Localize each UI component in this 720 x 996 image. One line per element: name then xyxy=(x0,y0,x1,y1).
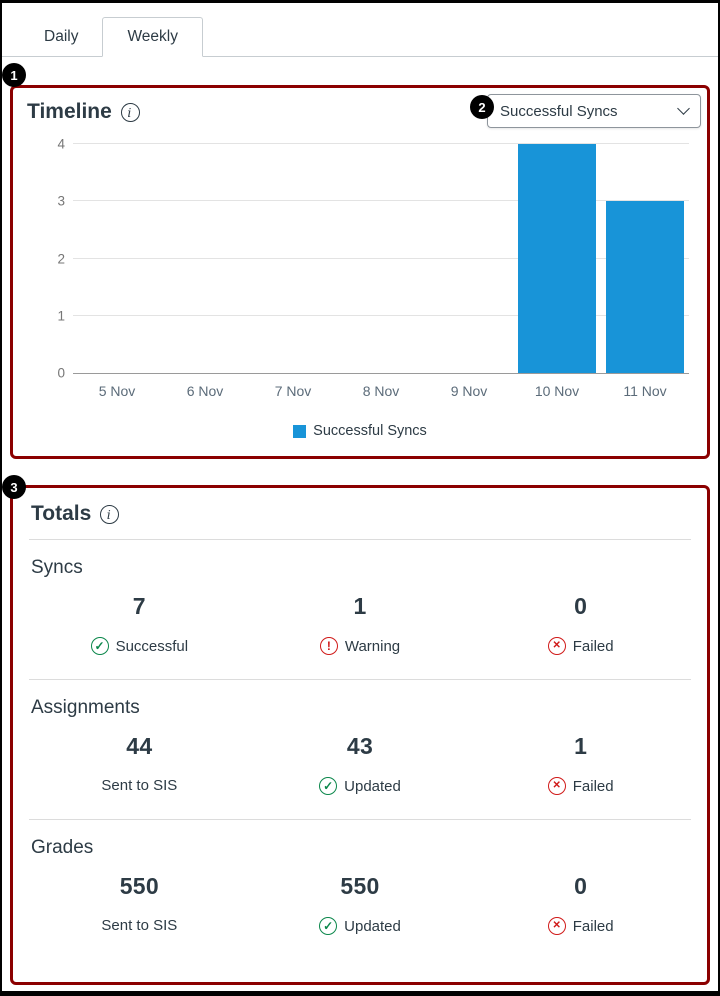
callout-badge-3: 3 xyxy=(2,475,26,499)
x-circle-icon xyxy=(547,637,566,655)
x-axis-label: 7 Nov xyxy=(274,383,312,399)
x-axis-label: 6 Nov xyxy=(186,383,224,399)
totals-group-grades: Grades 550 Sent to SIS 550 Updated 0 xyxy=(29,820,691,959)
stat-value: 1 xyxy=(353,593,367,619)
stats-row: 44 Sent to SIS 43 Updated 1 Failed xyxy=(29,733,691,795)
stat-value: 0 xyxy=(574,593,588,619)
stat-label: Sent to SIS xyxy=(101,917,178,934)
timeline-header: Timeline i xyxy=(27,100,693,124)
legend-swatch xyxy=(293,424,307,438)
stat-label: Sent to SIS xyxy=(101,777,178,794)
x-circle-icon xyxy=(547,777,566,795)
chart-bar-11-nov xyxy=(606,201,684,373)
stat-value: 43 xyxy=(346,733,374,759)
x-axis-label: 9 Nov xyxy=(450,383,488,399)
info-icon[interactable]: i xyxy=(100,504,120,524)
y-axis-tick-label: 0 xyxy=(57,365,65,381)
y-axis-tick-label: 2 xyxy=(57,251,65,266)
chart-gridline xyxy=(73,200,689,202)
timeline-title: Timeline xyxy=(27,100,112,123)
stat-assignments-sent: 44 Sent to SIS xyxy=(29,733,250,795)
stat-warning-syncs: 1 Warning xyxy=(250,593,471,655)
stat-label: Failed xyxy=(572,777,614,795)
totals-header: Totals i xyxy=(29,498,691,540)
group-label: Assignments xyxy=(31,697,140,718)
stat-value: 0 xyxy=(574,873,588,899)
stat-value: 550 xyxy=(119,873,159,899)
stat-label: Successful xyxy=(115,637,189,655)
series-select-dropdown[interactable]: Successful Syncs xyxy=(487,94,701,128)
group-label: Grades xyxy=(31,837,94,858)
stat-assignments-failed: 1 Failed xyxy=(470,733,691,795)
tab-bar: Daily Weekly xyxy=(2,3,718,57)
stat-grades-sent: 550 Sent to SIS xyxy=(29,873,250,935)
y-axis-tick-label: 3 xyxy=(57,193,65,209)
group-label: Syncs xyxy=(31,557,83,578)
stat-successful-syncs: 7 Successful xyxy=(29,593,250,655)
stat-label: Updated xyxy=(344,917,401,935)
stat-label: Updated xyxy=(344,777,401,795)
chart-plot-area: 0 1 2 3 4 xyxy=(57,137,689,381)
chart-gridline xyxy=(73,143,689,144)
callout-badge-2: 2 xyxy=(470,95,494,119)
stat-label: Warning xyxy=(344,637,401,655)
stat-grades-failed: 0 Failed xyxy=(470,873,691,935)
timeline-chart: 0 1 2 3 4 5 Nov 6 Nov 7 Nov 8 Nov 9 Nov 10 Nov 11 … xyxy=(27,137,693,439)
stat-assignments-updated: 43 Updated xyxy=(250,733,471,795)
y-axis-tick-label: 4 xyxy=(57,136,65,152)
x-axis-label: 5 Nov xyxy=(98,383,136,399)
warning-circle-icon xyxy=(319,637,338,655)
totals-section: Totals i Syncs 7 Successful 1 Warning 0 xyxy=(10,485,710,985)
chevron-down-icon xyxy=(677,102,690,115)
tab-daily[interactable]: Daily xyxy=(44,28,79,45)
stat-value: 44 xyxy=(126,733,153,759)
callout-badge-1: 1 xyxy=(2,63,26,87)
stats-row: 550 Sent to SIS 550 Updated 0 Failed xyxy=(29,873,691,935)
timeline-section: Timeline i Successful Syncs 0 1 2 3 4 5 Nov 6… xyxy=(10,85,710,459)
stat-value: 7 xyxy=(132,593,146,619)
chart-bar-10-nov xyxy=(518,144,596,373)
chart-legend: Successful Syncs xyxy=(27,423,693,439)
info-icon[interactable]: i xyxy=(120,102,140,122)
check-circle-icon xyxy=(319,917,338,935)
x-axis: 5 Nov 6 Nov 7 Nov 8 Nov 9 Nov 10 Nov 11 Nov xyxy=(73,383,689,399)
chart-gridline xyxy=(73,257,689,259)
stats-row: 7 Successful 1 Warning 0 Failed xyxy=(29,593,691,655)
x-axis-label: 11 Nov xyxy=(623,383,667,399)
tab-weekly[interactable]: Weekly xyxy=(102,17,203,57)
stat-value: 1 xyxy=(574,733,588,759)
check-circle-icon xyxy=(90,637,109,655)
stat-value: 550 xyxy=(340,873,380,899)
stat-label: Failed xyxy=(572,637,614,655)
totals-group-assignments: Assignments 44 Sent to SIS 43 Updated 1 xyxy=(29,680,691,820)
x-circle-icon xyxy=(547,917,566,935)
x-axis-label: 10 Nov xyxy=(534,383,580,399)
totals-title: Totals xyxy=(31,502,92,525)
stat-label: Failed xyxy=(572,917,614,935)
totals-group-syncs: Syncs 7 Successful 1 Warning 0 xyxy=(29,540,691,680)
x-axis-label: 8 Nov xyxy=(362,383,400,399)
check-circle-icon xyxy=(319,777,338,795)
legend-label: Successful Syncs xyxy=(313,423,427,439)
stat-failed-syncs: 0 Failed xyxy=(470,593,691,655)
stat-grades-updated: 550 Updated xyxy=(250,873,471,935)
y-axis-tick-label: 1 xyxy=(57,308,65,324)
chart-gridline xyxy=(73,314,689,316)
series-select-value: Successful Syncs xyxy=(500,102,618,120)
